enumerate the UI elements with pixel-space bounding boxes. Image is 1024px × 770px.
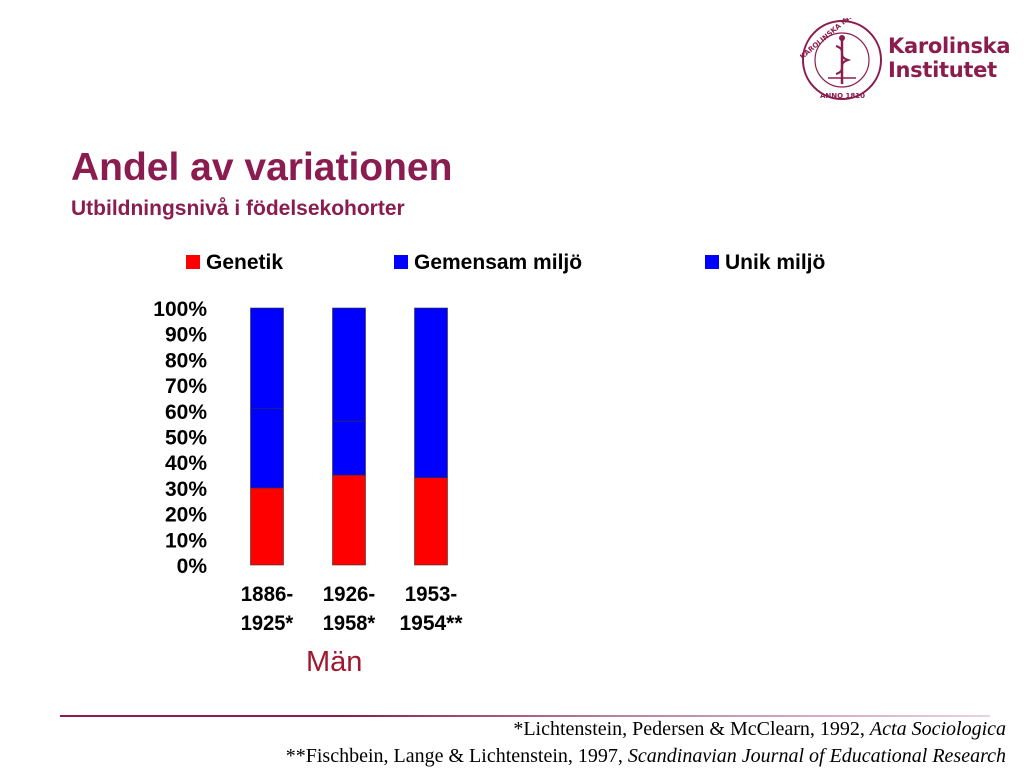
x-category-label: 1953- xyxy=(405,583,458,606)
y-tick-label: 0% xyxy=(177,555,208,578)
footnote-1: *Lichtenstein, Pedersen & McClearn, 1992… xyxy=(286,716,1006,743)
y-tick-label: 10% xyxy=(165,529,207,552)
y-tick-label: 20% xyxy=(165,504,207,527)
y-tick-label: 100% xyxy=(153,298,207,321)
y-tick-label: 90% xyxy=(165,324,207,347)
y-tick-label: 40% xyxy=(165,452,207,475)
x-category-label: 1925* xyxy=(241,612,294,635)
logo-line-1: Karolinska xyxy=(888,34,1011,58)
y-tick-label: 60% xyxy=(165,401,207,424)
x-category-label: 1958* xyxy=(323,612,376,635)
slide-subtitle: Utbildningsnivå i födelsekohorter xyxy=(71,197,405,220)
legend-label-gemensam: Gemensam miljö xyxy=(414,251,583,274)
y-tick-label: 80% xyxy=(165,349,207,372)
bar-segment-unik-milj--2 xyxy=(332,307,366,422)
footnote-2-text: **Fischbein, Lange & Lichtenstein, 1997, xyxy=(285,745,628,767)
footnotes: *Lichtenstein, Pedersen & McClearn, 1992… xyxy=(286,716,1006,770)
y-tick-label: 70% xyxy=(165,375,207,398)
footer-divider xyxy=(60,715,990,717)
y-tick-label: 50% xyxy=(165,427,207,450)
legend-label-unik: Unik miljö xyxy=(725,251,826,274)
bar-segment-unik-milj--1 xyxy=(250,307,284,409)
legend-item-genetik: Genetik xyxy=(186,251,283,275)
legend-item-gemensam: Gemensam miljö xyxy=(394,251,582,275)
group-label-man: Män xyxy=(306,646,363,678)
bar-segment-genetik-2 xyxy=(332,474,366,566)
footnote-1-text: *Lichtenstein, Pedersen & McClearn, 1992… xyxy=(513,718,870,740)
logo-wordmark: Karolinska Institutet xyxy=(888,34,1011,82)
x-category-label: 1886- xyxy=(241,583,294,606)
x-category-label: 1954** xyxy=(400,612,464,635)
bar-segment-gemensam-milj--2 xyxy=(332,420,366,476)
slide-title: Andel av variationen xyxy=(71,146,453,189)
legend-item-unik: Unik miljö xyxy=(705,251,825,275)
bar-segment-genetik-3 xyxy=(414,477,448,566)
bar-segment-genetik-1 xyxy=(250,487,284,566)
svg-text:ANNO 1810: ANNO 1810 xyxy=(820,92,865,100)
legend-swatch-gemensam xyxy=(394,255,408,269)
footnote-2: **Fischbein, Lange & Lichtenstein, 1997,… xyxy=(286,743,1006,770)
legend-swatch-unik xyxy=(705,255,719,269)
legend-swatch-genetik xyxy=(186,255,200,269)
y-tick-label: 30% xyxy=(165,478,207,501)
x-category-label: 1926- xyxy=(323,583,376,606)
footnote-2-journal: Scandinavian Journal of Educational Rese… xyxy=(627,745,1006,767)
legend-label-genetik: Genetik xyxy=(206,251,284,274)
bar-segment-unik-milj--3 xyxy=(414,307,448,478)
chart-legend: Genetik Gemensam miljö Unik miljö xyxy=(0,251,1024,279)
logo-line-2: Institutet xyxy=(888,58,997,82)
footnote-1-journal: Acta Sociologica xyxy=(869,718,1006,740)
bar-segment-gemensam-milj--1 xyxy=(250,407,284,489)
